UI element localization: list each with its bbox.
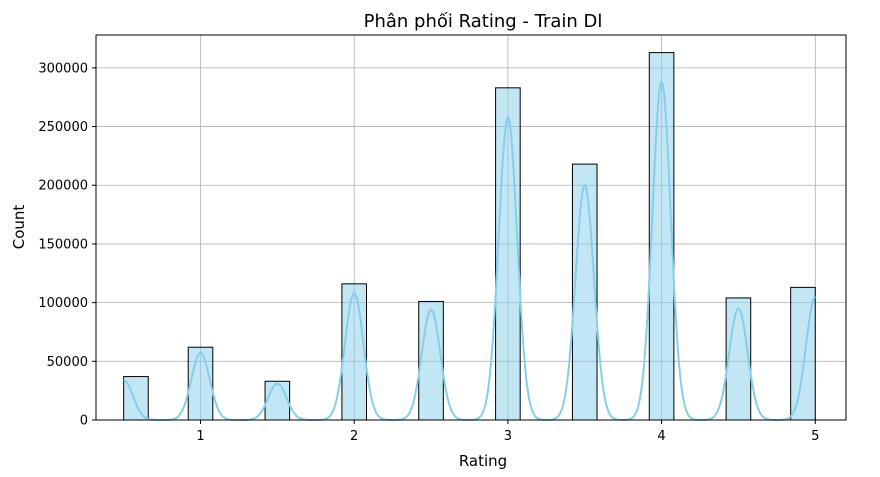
y-axis-ticks: 0 50000 100000 150000 200000 250000 300000 — [38, 61, 96, 429]
x-tick-label: 2 — [350, 429, 358, 444]
histogram-bar — [264, 380, 291, 421]
bars-layer — [123, 52, 816, 421]
plot-frame — [95, 34, 847, 421]
kde-layer — [123, 81, 816, 421]
histogram-bar — [187, 346, 214, 421]
x-tick-label: 1 — [196, 429, 204, 444]
histogram-bar — [571, 163, 598, 421]
y-tick-label: 150000 — [38, 237, 88, 252]
histogram-bar — [341, 283, 367, 421]
histogram-bar — [418, 300, 444, 421]
x-axis-label: Rating — [459, 452, 507, 470]
y-tick-label: 300000 — [38, 61, 88, 76]
y-axis-label: Count — [10, 205, 28, 250]
x-tick-label: 3 — [504, 429, 512, 444]
kde-line — [123, 81, 816, 421]
histogram-bar — [648, 52, 675, 421]
x-axis-ticks: 1 2 3 4 5 — [196, 420, 819, 444]
y-tick-label: 250000 — [38, 120, 88, 135]
y-tick-label: 200000 — [38, 179, 88, 194]
histogram-bar — [495, 87, 521, 421]
chart-title: Phân phối Rating - Train Dl — [364, 11, 603, 32]
histogram-bar — [725, 297, 752, 421]
x-tick-label: 5 — [811, 429, 819, 444]
y-tick-label: 0 — [80, 414, 88, 429]
y-tick-label: 50000 — [47, 355, 88, 370]
x-tick-label: 4 — [657, 429, 665, 444]
y-tick-label: 100000 — [38, 296, 88, 311]
